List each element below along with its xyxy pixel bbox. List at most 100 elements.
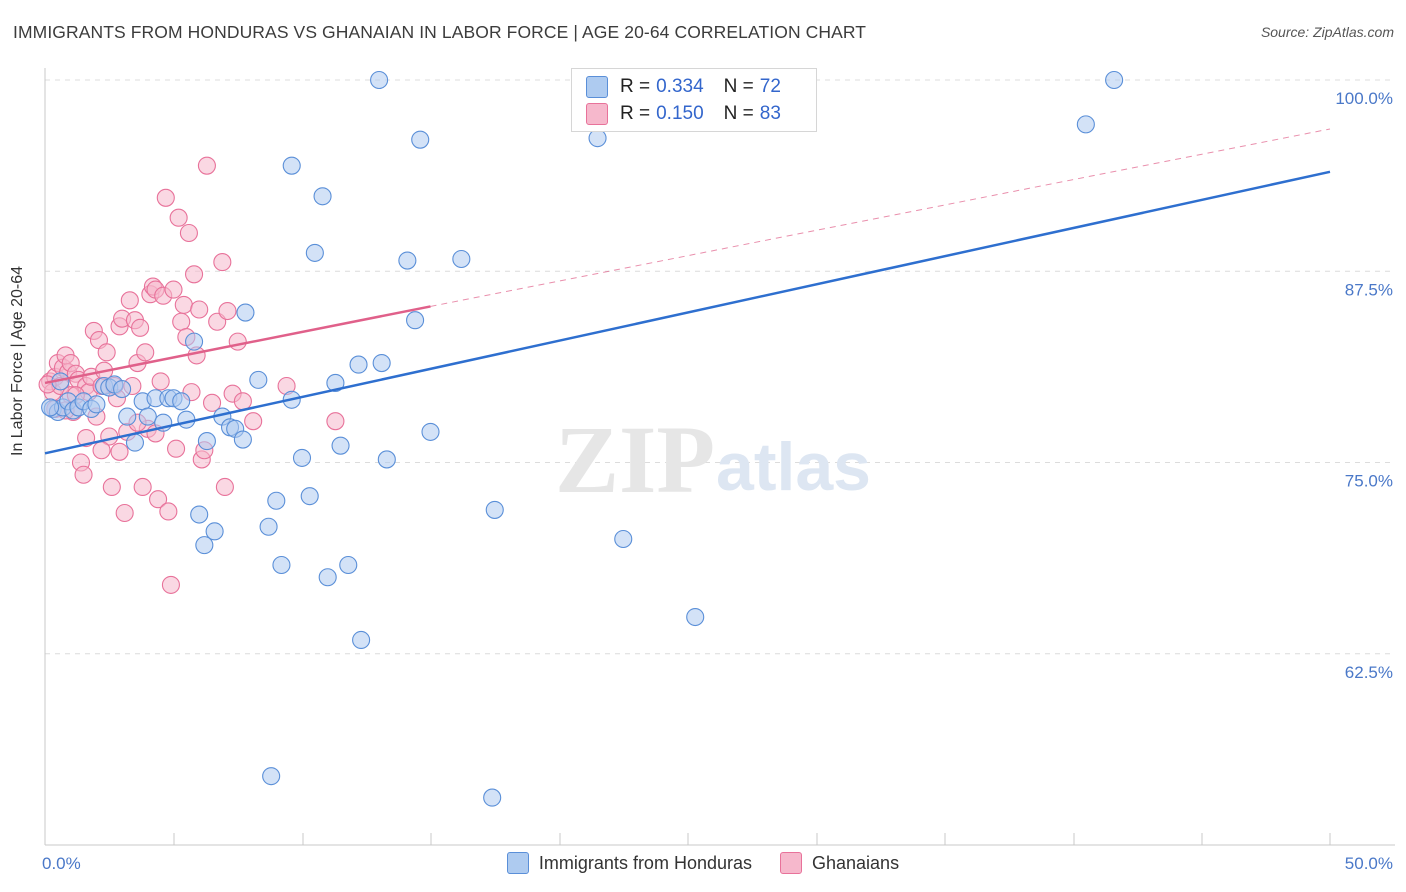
point-ghanaians	[151, 372, 170, 391]
point-honduras	[339, 555, 358, 575]
watermark-zip: ZIP	[555, 406, 715, 513]
legend-r-label: R =	[620, 76, 651, 97]
point-honduras	[41, 398, 60, 417]
point-honduras	[138, 407, 157, 426]
point-honduras	[305, 243, 324, 262]
point-honduras	[349, 355, 368, 374]
point-honduras	[398, 251, 417, 270]
legend-n-label: N =	[723, 76, 754, 97]
y-tick-label: 75.0%	[1345, 472, 1393, 491]
legend-row-honduras: R = 0.334 N = 72	[586, 74, 781, 100]
point-ghanaians	[136, 343, 155, 362]
trend-lines	[44, 128, 1331, 455]
y-tick-label: 100.0%	[1335, 89, 1393, 108]
chart-title: IMMIGRANTS FROM HONDURAS VS GHANAIAN IN …	[13, 22, 867, 42]
axes	[44, 68, 1395, 846]
point-honduras	[205, 522, 224, 541]
point-ghanaians	[218, 301, 237, 321]
point-honduras	[113, 380, 132, 399]
point-honduras	[686, 607, 705, 627]
point-ghanaians	[164, 280, 183, 299]
point-ghanaians	[115, 503, 134, 523]
watermark-atlas: atlas	[716, 429, 871, 505]
point-honduras	[233, 430, 252, 449]
point-ghanaians	[110, 442, 129, 461]
legend-swatch-pink	[780, 852, 802, 874]
series-honduras	[41, 70, 1124, 807]
tick-labels: 62.5% 75.0% 87.5% 100.0% 0.0% 50.0%	[42, 89, 1393, 873]
point-honduras	[185, 332, 204, 351]
trend-extension-ghanaians	[430, 128, 1331, 307]
point-honduras	[197, 432, 216, 451]
point-honduras	[87, 395, 106, 414]
point-ghanaians	[133, 477, 152, 497]
correlation-legend: R = 0.334 N = 72 R = 0.150 N = 83	[571, 68, 817, 132]
point-honduras	[177, 410, 196, 429]
point-ghanaians	[169, 208, 188, 227]
point-ghanaians	[190, 300, 209, 319]
point-honduras	[588, 129, 607, 148]
trend-line-ghanaians	[44, 305, 431, 385]
point-honduras	[377, 450, 396, 469]
point-honduras	[372, 353, 391, 373]
point-ghanaians	[326, 412, 345, 431]
legend-label-ghanaians: Ghanaians	[812, 852, 900, 873]
point-ghanaians	[120, 291, 139, 310]
point-honduras	[262, 767, 281, 786]
y-axis-label: In Labor Force | Age 20-64	[9, 265, 26, 456]
point-honduras	[313, 187, 332, 206]
point-honduras	[282, 156, 301, 175]
point-honduras	[300, 487, 319, 506]
point-ghanaians	[156, 188, 175, 207]
point-honduras	[195, 536, 214, 555]
point-ghanaians	[215, 477, 234, 497]
y-tick-label: 62.5%	[1345, 663, 1393, 682]
legend-swatch-blue	[586, 76, 608, 98]
point-ghanaians	[197, 156, 216, 175]
y-tick-label: 87.5%	[1345, 280, 1393, 299]
point-ghanaians	[102, 477, 121, 497]
x-tick-label: 0.0%	[42, 854, 81, 873]
series-legend: Immigrants from Honduras Ghanaians	[0, 852, 1406, 874]
point-ghanaians	[174, 295, 193, 314]
legend-n-value: 72	[759, 76, 781, 97]
legend-swatch-pink	[586, 103, 608, 125]
point-honduras	[326, 373, 345, 392]
legend-n-value: 83	[759, 103, 781, 124]
legend-r-value: 0.334	[656, 76, 704, 97]
point-honduras	[406, 311, 425, 330]
point-honduras	[1105, 70, 1124, 90]
point-ghanaians	[74, 465, 93, 484]
point-honduras	[236, 303, 255, 322]
legend-label-honduras: Immigrants from Honduras	[538, 852, 752, 873]
point-ghanaians	[185, 265, 204, 284]
point-ghanaians	[92, 441, 111, 460]
point-honduras	[614, 529, 633, 549]
point-ghanaians	[213, 253, 232, 272]
point-honduras	[411, 130, 430, 149]
point-honduras	[249, 370, 268, 389]
point-ghanaians	[233, 392, 252, 411]
legend-n-label: N =	[723, 103, 754, 124]
point-honduras	[125, 433, 144, 452]
legend-item-ghanaians: Ghanaians	[780, 852, 899, 874]
point-honduras	[190, 505, 209, 524]
legend-row-ghanaians: R = 0.150 N = 83	[586, 101, 781, 127]
trend-line-honduras	[44, 170, 1331, 455]
point-honduras	[172, 392, 191, 411]
point-honduras	[1076, 115, 1095, 134]
point-ghanaians	[149, 490, 168, 509]
point-ghanaians	[131, 318, 150, 337]
point-ghanaians	[161, 575, 180, 594]
grid-lines	[45, 79, 1395, 655]
point-ghanaians	[244, 412, 263, 431]
point-ghanaians	[159, 502, 178, 521]
point-ghanaians	[203, 393, 222, 412]
point-ghanaians	[179, 223, 198, 243]
legend-r-label: R =	[620, 103, 651, 124]
point-ghanaians	[97, 343, 116, 362]
point-ghanaians	[228, 332, 247, 351]
point-honduras	[421, 422, 440, 441]
point-honduras	[370, 70, 389, 90]
